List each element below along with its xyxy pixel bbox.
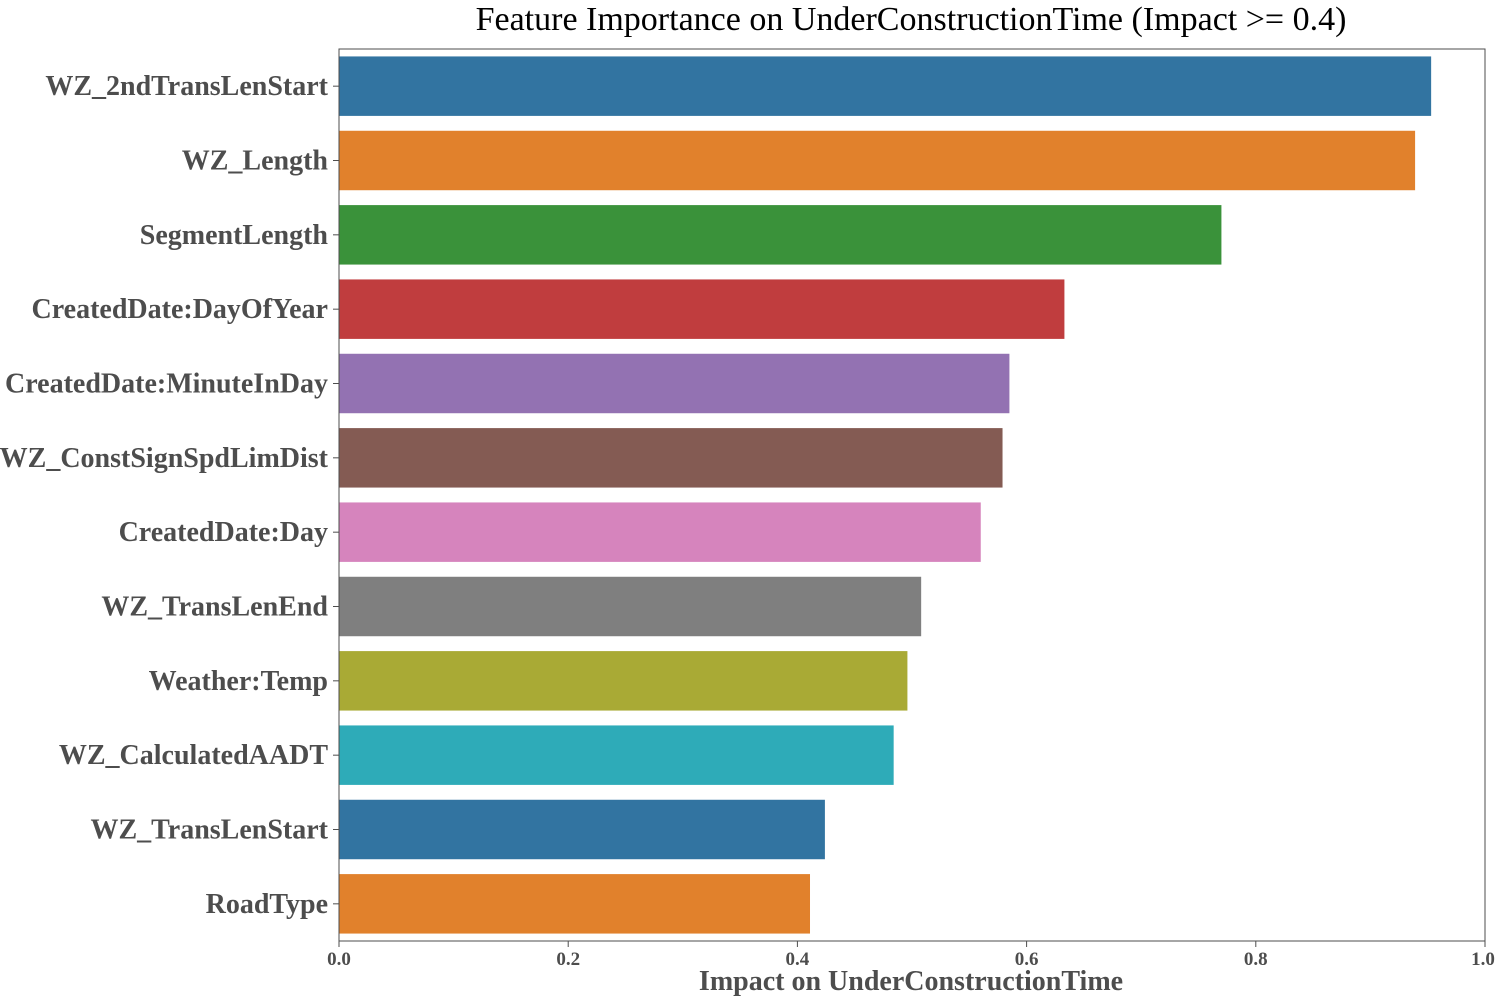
bar <box>339 130 1416 191</box>
y-tick-labels: WZ_2ndTransLenStart WZ_Length SegmentLengt… <box>0 71 339 920</box>
bar <box>339 502 981 562</box>
y-tick-label: WZ_TransLenEnd <box>101 592 328 623</box>
chart-title: Feature Importance on UnderConstructionT… <box>476 1 1347 38</box>
x-tick-label: 0.4 <box>786 949 810 970</box>
y-tick-label: WZ_Length <box>182 146 329 177</box>
bar <box>339 799 825 860</box>
plot-frame <box>338 48 1486 942</box>
bar <box>339 428 1003 488</box>
bar <box>339 725 894 785</box>
x-tick-label: 0.2 <box>556 949 580 970</box>
x-tick-label: 1.0 <box>1471 949 1495 970</box>
bars-group <box>339 56 1432 934</box>
bar <box>339 279 1065 339</box>
x-axis-label: Impact on UnderConstructionTime <box>699 966 1123 997</box>
x-tick-label: 0.0 <box>327 949 351 970</box>
bar <box>339 576 922 637</box>
y-tick-label: WZ_2ndTransLenStart <box>45 71 328 102</box>
y-tick-label: CreatedDate:MinuteInDay <box>5 369 328 400</box>
bar <box>339 874 811 934</box>
y-tick-label: RoadType <box>206 889 328 920</box>
bar <box>339 353 1010 414</box>
x-tick-label: 0.6 <box>1015 949 1039 970</box>
bar <box>339 56 1432 116</box>
y-tick-label: CreatedDate:Day <box>119 517 328 548</box>
x-ticks: 0.0 0.2 0.4 0.6 0.8 1.0 <box>327 941 1495 970</box>
x-tick-label: 0.8 <box>1244 949 1268 970</box>
y-tick-label: WZ_ConstSignSpdLimDist <box>0 443 329 474</box>
y-tick-label: WZ_TransLenStart <box>91 815 329 846</box>
y-tick-label: CreatedDate:DayOfYear <box>32 294 329 325</box>
y-tick-label: WZ_CalculatedAADT <box>59 740 328 771</box>
bar <box>339 205 1222 265</box>
y-tick-label: SegmentLength <box>140 220 329 251</box>
bar <box>339 651 908 711</box>
y-tick-label: Weather:Temp <box>149 666 328 697</box>
